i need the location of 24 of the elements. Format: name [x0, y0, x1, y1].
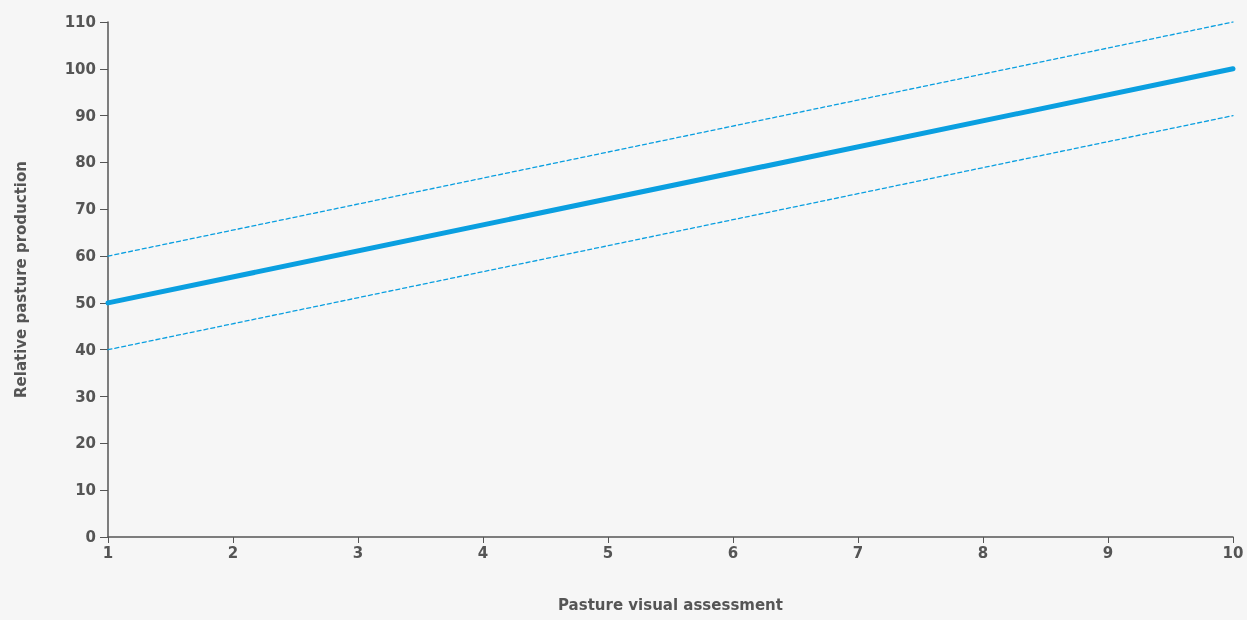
x-axis-title: Pasture visual assessment — [558, 595, 783, 614]
x-tick-label: 7 — [852, 543, 864, 562]
x-tick-label: 6 — [727, 543, 739, 562]
y-tick-label: 0 — [85, 528, 96, 546]
y-tick-label: 100 — [64, 59, 96, 78]
y-tick-label: 110 — [64, 13, 96, 31]
y-tick-label: 80 — [75, 153, 96, 172]
y-tick-label: 20 — [75, 434, 96, 453]
x-tick-label: 5 — [602, 543, 614, 562]
x-tick-label: 4 — [477, 543, 489, 562]
x-tick-label: 8 — [977, 543, 989, 562]
y-tick-label: 10 — [75, 481, 96, 500]
x-tick-label: 2 — [227, 543, 239, 562]
x-tick-label: 9 — [1102, 543, 1114, 562]
x-tick-label: 1 — [102, 543, 114, 562]
y-tick-label: 30 — [75, 387, 96, 406]
y-tick-label: 50 — [75, 293, 96, 312]
y-tick-label: 40 — [75, 340, 96, 359]
y-tick-label: 90 — [75, 106, 96, 125]
y-tick-label: 60 — [75, 247, 96, 266]
y-tick-label: 70 — [75, 200, 96, 219]
x-tick-label: 3 — [352, 543, 364, 562]
x-tick-label: 10 — [1222, 543, 1244, 562]
y-axis-title: Relative pasture production — [11, 161, 30, 398]
